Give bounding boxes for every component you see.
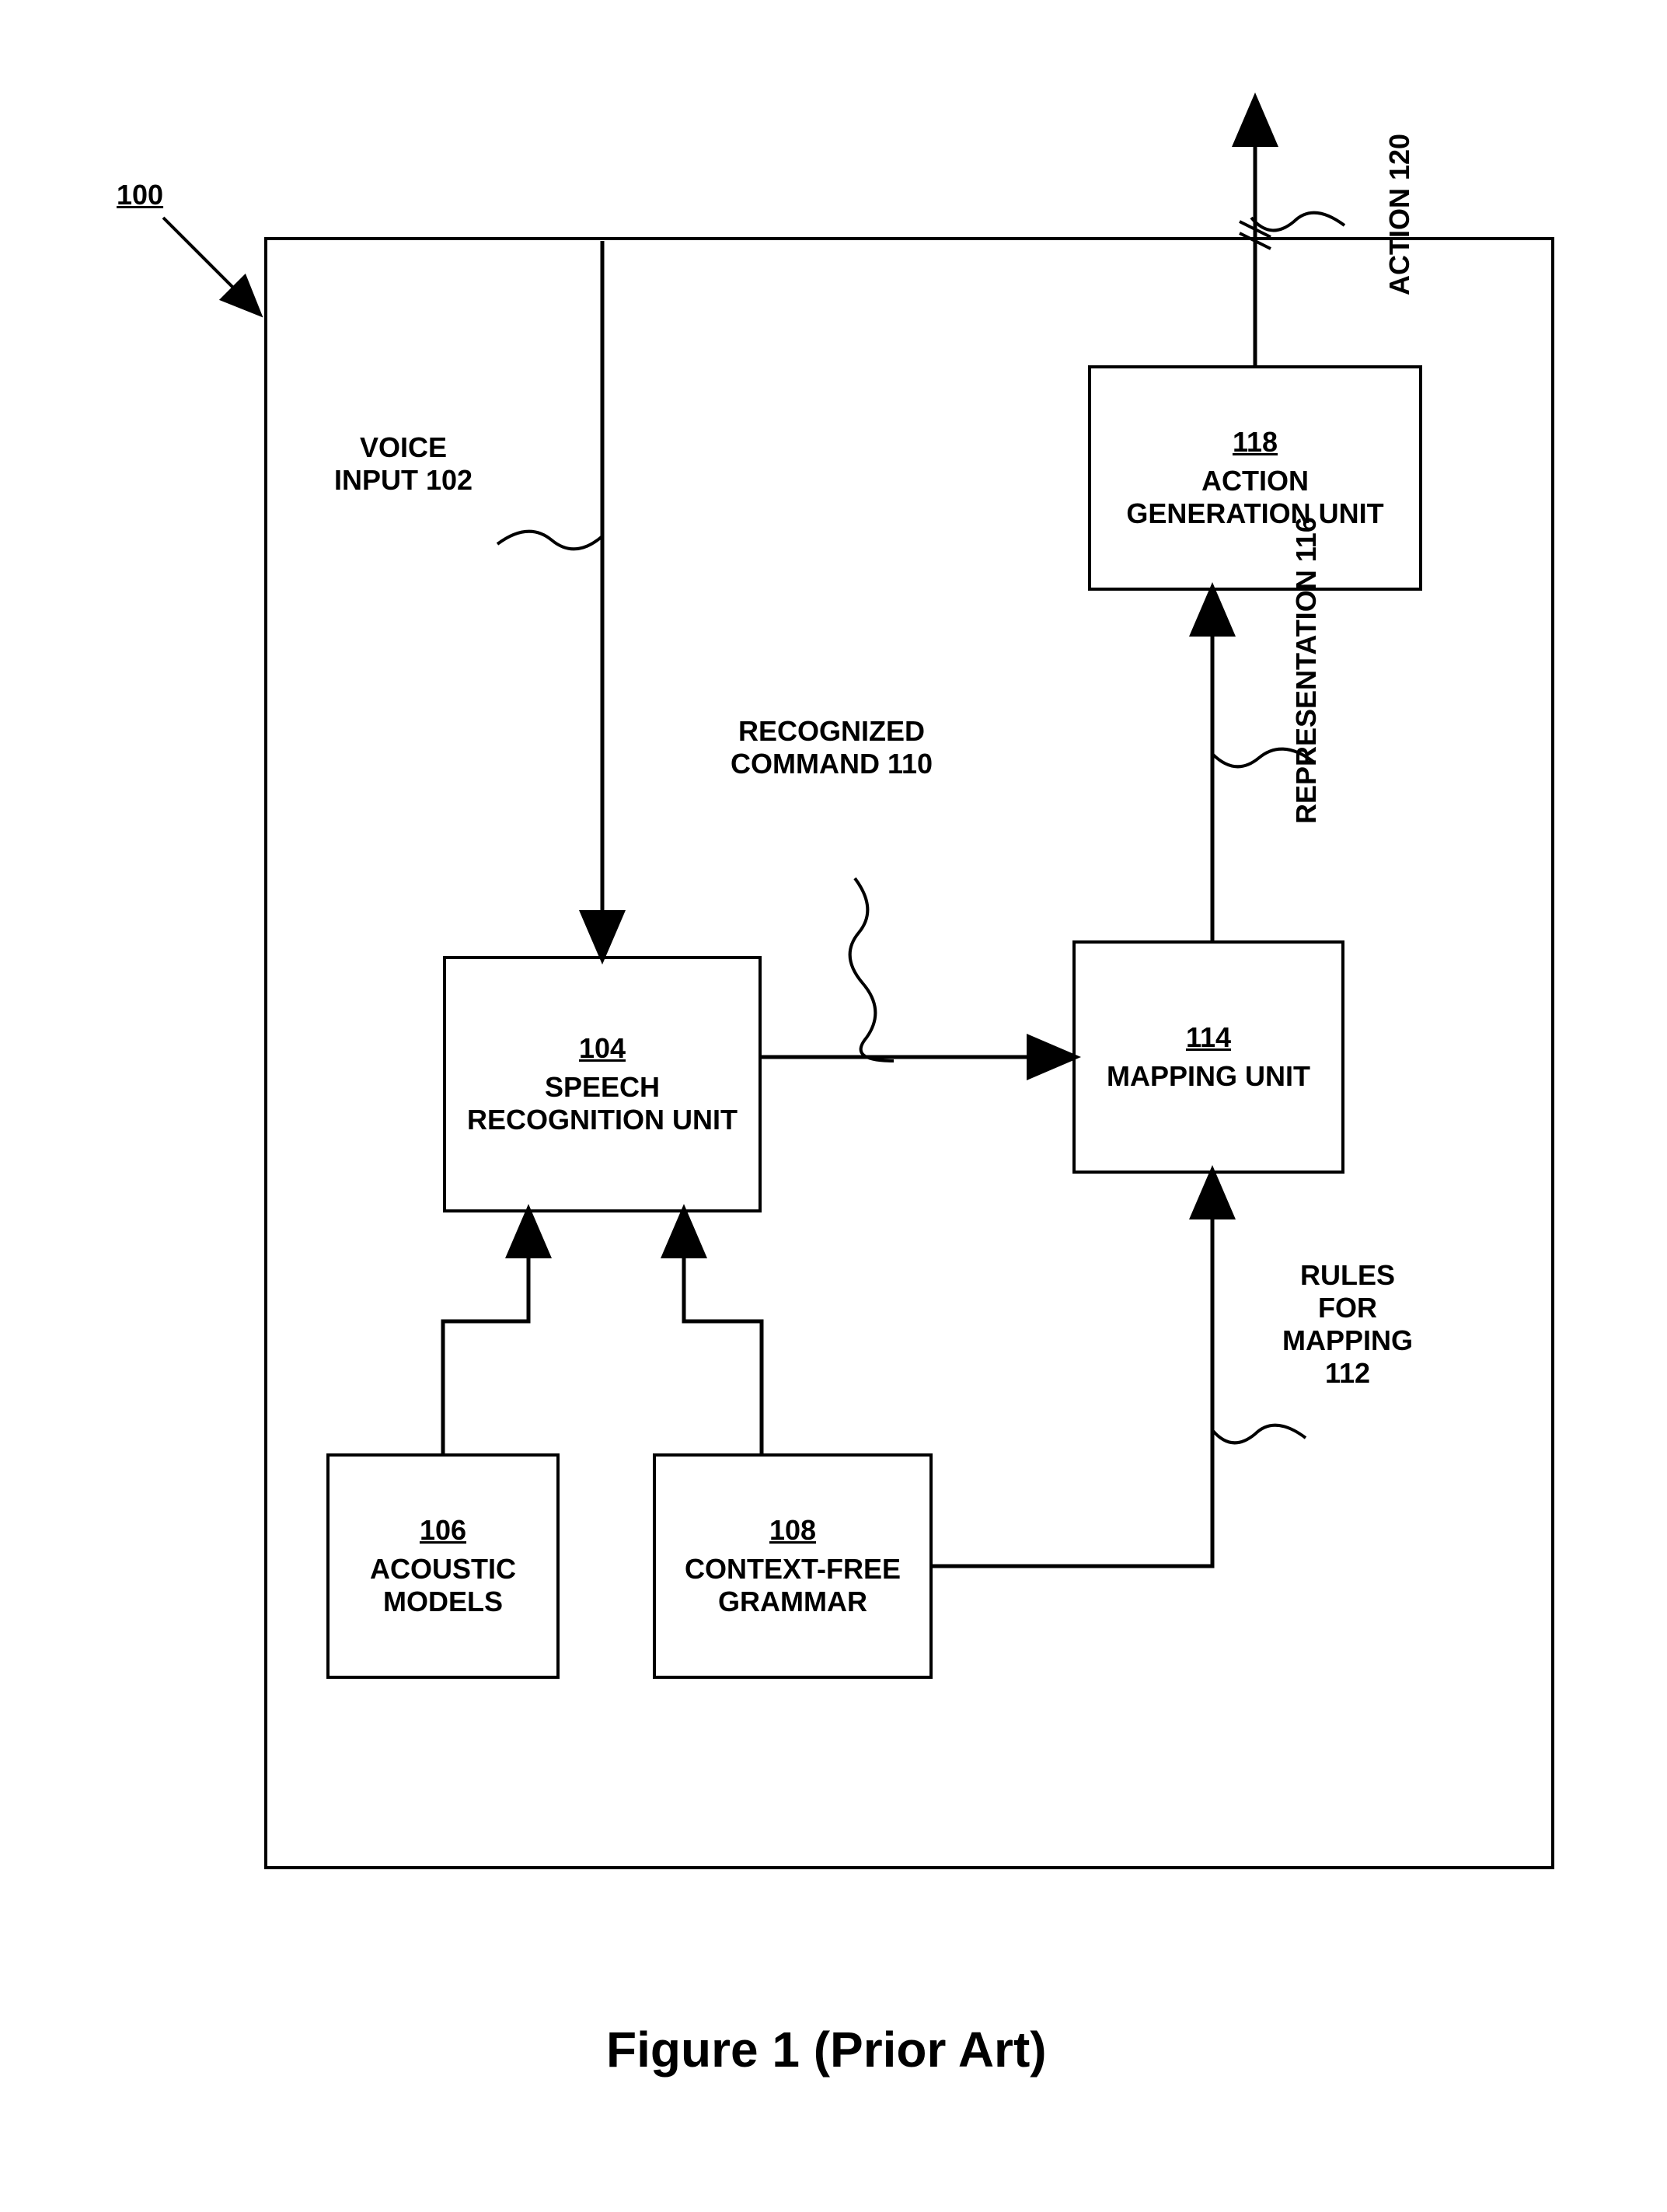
recognized-command-label: RECOGNIZED COMMAND 110 <box>731 715 933 780</box>
mapping-num: 114 <box>1186 1021 1231 1054</box>
representation-label: REPRESENTATION 116 <box>1290 517 1323 824</box>
mapping-label: MAPPING UNIT <box>1107 1060 1310 1093</box>
acoustic-num: 106 <box>420 1514 466 1547</box>
ref100-arrow <box>163 218 256 311</box>
rules-for-mapping-label: RULES FOR MAPPING 112 <box>1282 1259 1413 1390</box>
ref-100: 100 <box>117 179 163 211</box>
action-generation-unit: 118 ACTION GENERATION UNIT <box>1088 365 1422 591</box>
speech-label: SPEECH RECOGNITION UNIT <box>467 1071 738 1136</box>
figure-caption: Figure 1 (Prior Art) <box>606 2021 1047 2078</box>
speech-recognition-unit: 104 SPEECH RECOGNITION UNIT <box>443 956 762 1212</box>
action-output-tick2 <box>1240 222 1271 237</box>
context-free-grammar: 108 CONTEXT-FREE GRAMMAR <box>653 1453 933 1679</box>
grammar-num: 108 <box>769 1514 816 1547</box>
voice-input-label: VOICE INPUT 102 <box>334 431 473 497</box>
mapping-unit: 114 MAPPING UNIT <box>1072 940 1344 1174</box>
action-120-label: ACTION 120 <box>1383 134 1416 295</box>
action-label: ACTION GENERATION UNIT <box>1126 465 1383 530</box>
action-num: 118 <box>1233 426 1278 459</box>
action-squiggle <box>1251 213 1344 231</box>
acoustic-models: 106 ACOUSTIC MODELS <box>326 1453 560 1679</box>
grammar-label: CONTEXT-FREE GRAMMAR <box>685 1553 901 1618</box>
speech-num: 104 <box>579 1032 626 1065</box>
acoustic-label: ACOUSTIC MODELS <box>370 1553 516 1618</box>
diagram-root: 104 SPEECH RECOGNITION UNIT 106 ACOUSTIC… <box>0 0 1667 2212</box>
